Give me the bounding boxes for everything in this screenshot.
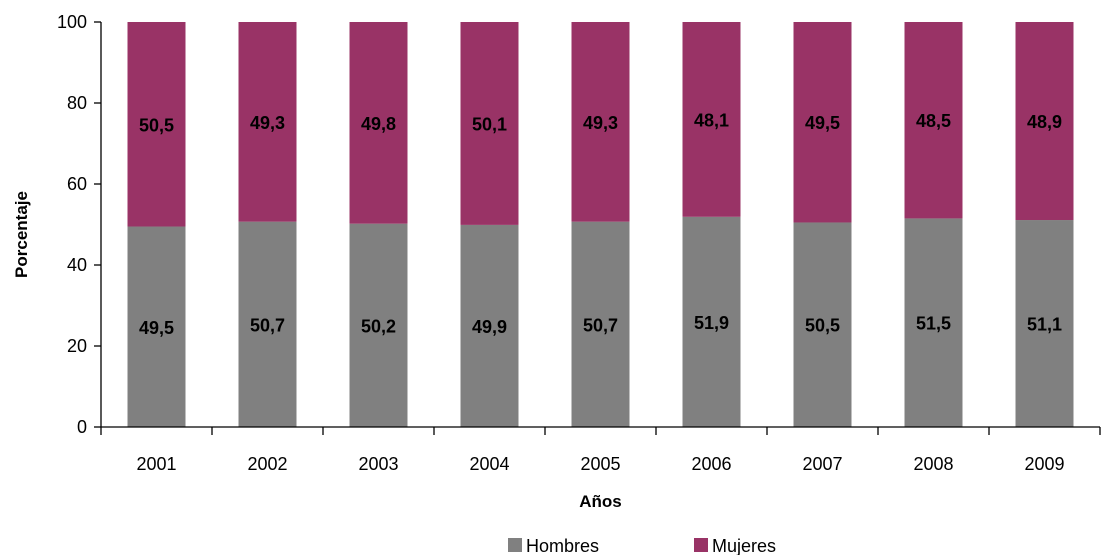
bar-hombres-2003 bbox=[349, 223, 408, 427]
data-label-mujeres-2008: 48,5 bbox=[916, 111, 951, 131]
data-label-mujeres-2002: 49,3 bbox=[250, 113, 285, 133]
x-tick-label-2001: 2001 bbox=[136, 454, 176, 474]
bar-hombres-2002 bbox=[238, 221, 297, 427]
bar-hombres-2007 bbox=[793, 222, 852, 427]
bar-mujeres-2003 bbox=[349, 22, 408, 224]
x-tick-label-2006: 2006 bbox=[691, 454, 731, 474]
data-label-hombres-2006: 51,9 bbox=[694, 313, 729, 333]
bar-mujeres-2005 bbox=[571, 22, 630, 222]
data-label-hombres-2001: 49,5 bbox=[139, 318, 174, 338]
data-label-hombres-2005: 50,7 bbox=[583, 315, 618, 335]
x-tick-label-2007: 2007 bbox=[802, 454, 842, 474]
legend-swatch-hombres bbox=[508, 538, 522, 552]
data-label-mujeres-2003: 49,8 bbox=[361, 114, 396, 134]
data-labels-layer: 49,5 50,5 50,7 49,3 50,2 49,8 49,9 50,1 50,7 49,3… bbox=[139, 110, 1062, 337]
x-tick-label-2005: 2005 bbox=[580, 454, 620, 474]
bar-mujeres-2002 bbox=[238, 22, 297, 222]
data-label-mujeres-2009: 48,9 bbox=[1027, 112, 1062, 132]
bar-mujeres-2007 bbox=[793, 22, 852, 223]
bar-mujeres-2006 bbox=[682, 22, 741, 217]
x-tick-label-2004: 2004 bbox=[469, 454, 509, 474]
legend-label-mujeres: Mujeres bbox=[712, 536, 776, 555]
bar-hombres-2004 bbox=[460, 224, 519, 427]
bar-hombres-2001 bbox=[127, 226, 186, 427]
x-tick-label-2003: 2003 bbox=[358, 454, 398, 474]
x-tick-label-2009: 2009 bbox=[1024, 454, 1064, 474]
y-axis-title: Porcentaje bbox=[12, 191, 31, 278]
bar-hombres-2009 bbox=[1015, 220, 1074, 427]
x-tick-label-2008: 2008 bbox=[913, 454, 953, 474]
data-label-hombres-2009: 51,1 bbox=[1027, 315, 1062, 335]
legend-label-hombres: Hombres bbox=[526, 536, 599, 555]
bar-hombres-2006 bbox=[682, 216, 741, 427]
data-label-hombres-2007: 50,5 bbox=[805, 316, 840, 336]
bar-hombres-2008 bbox=[904, 218, 963, 427]
data-label-hombres-2002: 50,7 bbox=[250, 315, 285, 335]
x-tick-label-2002: 2002 bbox=[247, 454, 287, 474]
axes-layer: 0 20 40 60 80 100 2001 2002 2003 2004 2005 2006 2007… bbox=[57, 12, 1101, 474]
bar-mujeres-2004 bbox=[460, 22, 519, 225]
data-label-hombres-2003: 50,2 bbox=[361, 316, 396, 336]
bars-layer bbox=[127, 22, 1074, 427]
data-label-mujeres-2001: 50,5 bbox=[139, 115, 174, 135]
bar-mujeres-2001 bbox=[127, 22, 186, 227]
data-label-mujeres-2007: 49,5 bbox=[805, 113, 840, 133]
y-tick-label: 20 bbox=[67, 336, 87, 356]
y-tick-label: 80 bbox=[67, 93, 87, 113]
data-label-mujeres-2004: 50,1 bbox=[472, 114, 507, 134]
legend-swatch-mujeres bbox=[694, 538, 708, 552]
data-label-mujeres-2006: 48,1 bbox=[694, 110, 729, 130]
data-label-mujeres-2005: 49,3 bbox=[583, 113, 618, 133]
data-label-hombres-2008: 51,5 bbox=[916, 314, 951, 334]
bar-mujeres-2008 bbox=[904, 22, 963, 219]
y-tick-label: 0 bbox=[77, 417, 87, 437]
y-tick-label: 40 bbox=[67, 255, 87, 275]
legend: Hombres Mujeres bbox=[508, 536, 776, 555]
bar-mujeres-2009 bbox=[1015, 22, 1074, 221]
data-label-hombres-2004: 49,9 bbox=[472, 317, 507, 337]
y-tick-label: 60 bbox=[67, 174, 87, 194]
bar-hombres-2005 bbox=[571, 221, 630, 427]
x-axis-title: Años bbox=[579, 492, 622, 511]
y-tick-label: 100 bbox=[57, 12, 87, 32]
